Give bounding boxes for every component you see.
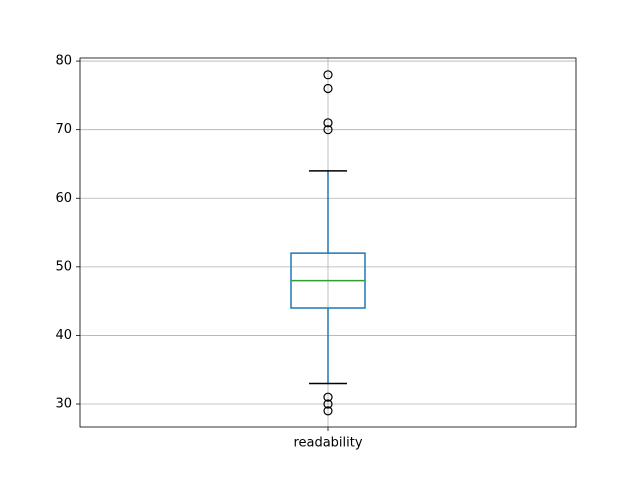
- y-tick-label: 70: [55, 122, 72, 137]
- flier: [323, 406, 333, 416]
- flier: [323, 70, 333, 80]
- flier: [323, 118, 333, 128]
- y-tick-label: 60: [55, 191, 72, 206]
- x-tick-label: readability: [293, 436, 362, 451]
- y-tick-label: 50: [55, 259, 72, 274]
- flier: [323, 83, 333, 94]
- y-tick-label: 40: [55, 328, 72, 343]
- y-tick-label: 30: [55, 397, 72, 412]
- axes-frame: [79, 57, 577, 428]
- flier: [323, 399, 333, 409]
- y-tick-label: 80: [55, 54, 72, 69]
- flier: [323, 392, 333, 402]
- flier: [323, 125, 333, 135]
